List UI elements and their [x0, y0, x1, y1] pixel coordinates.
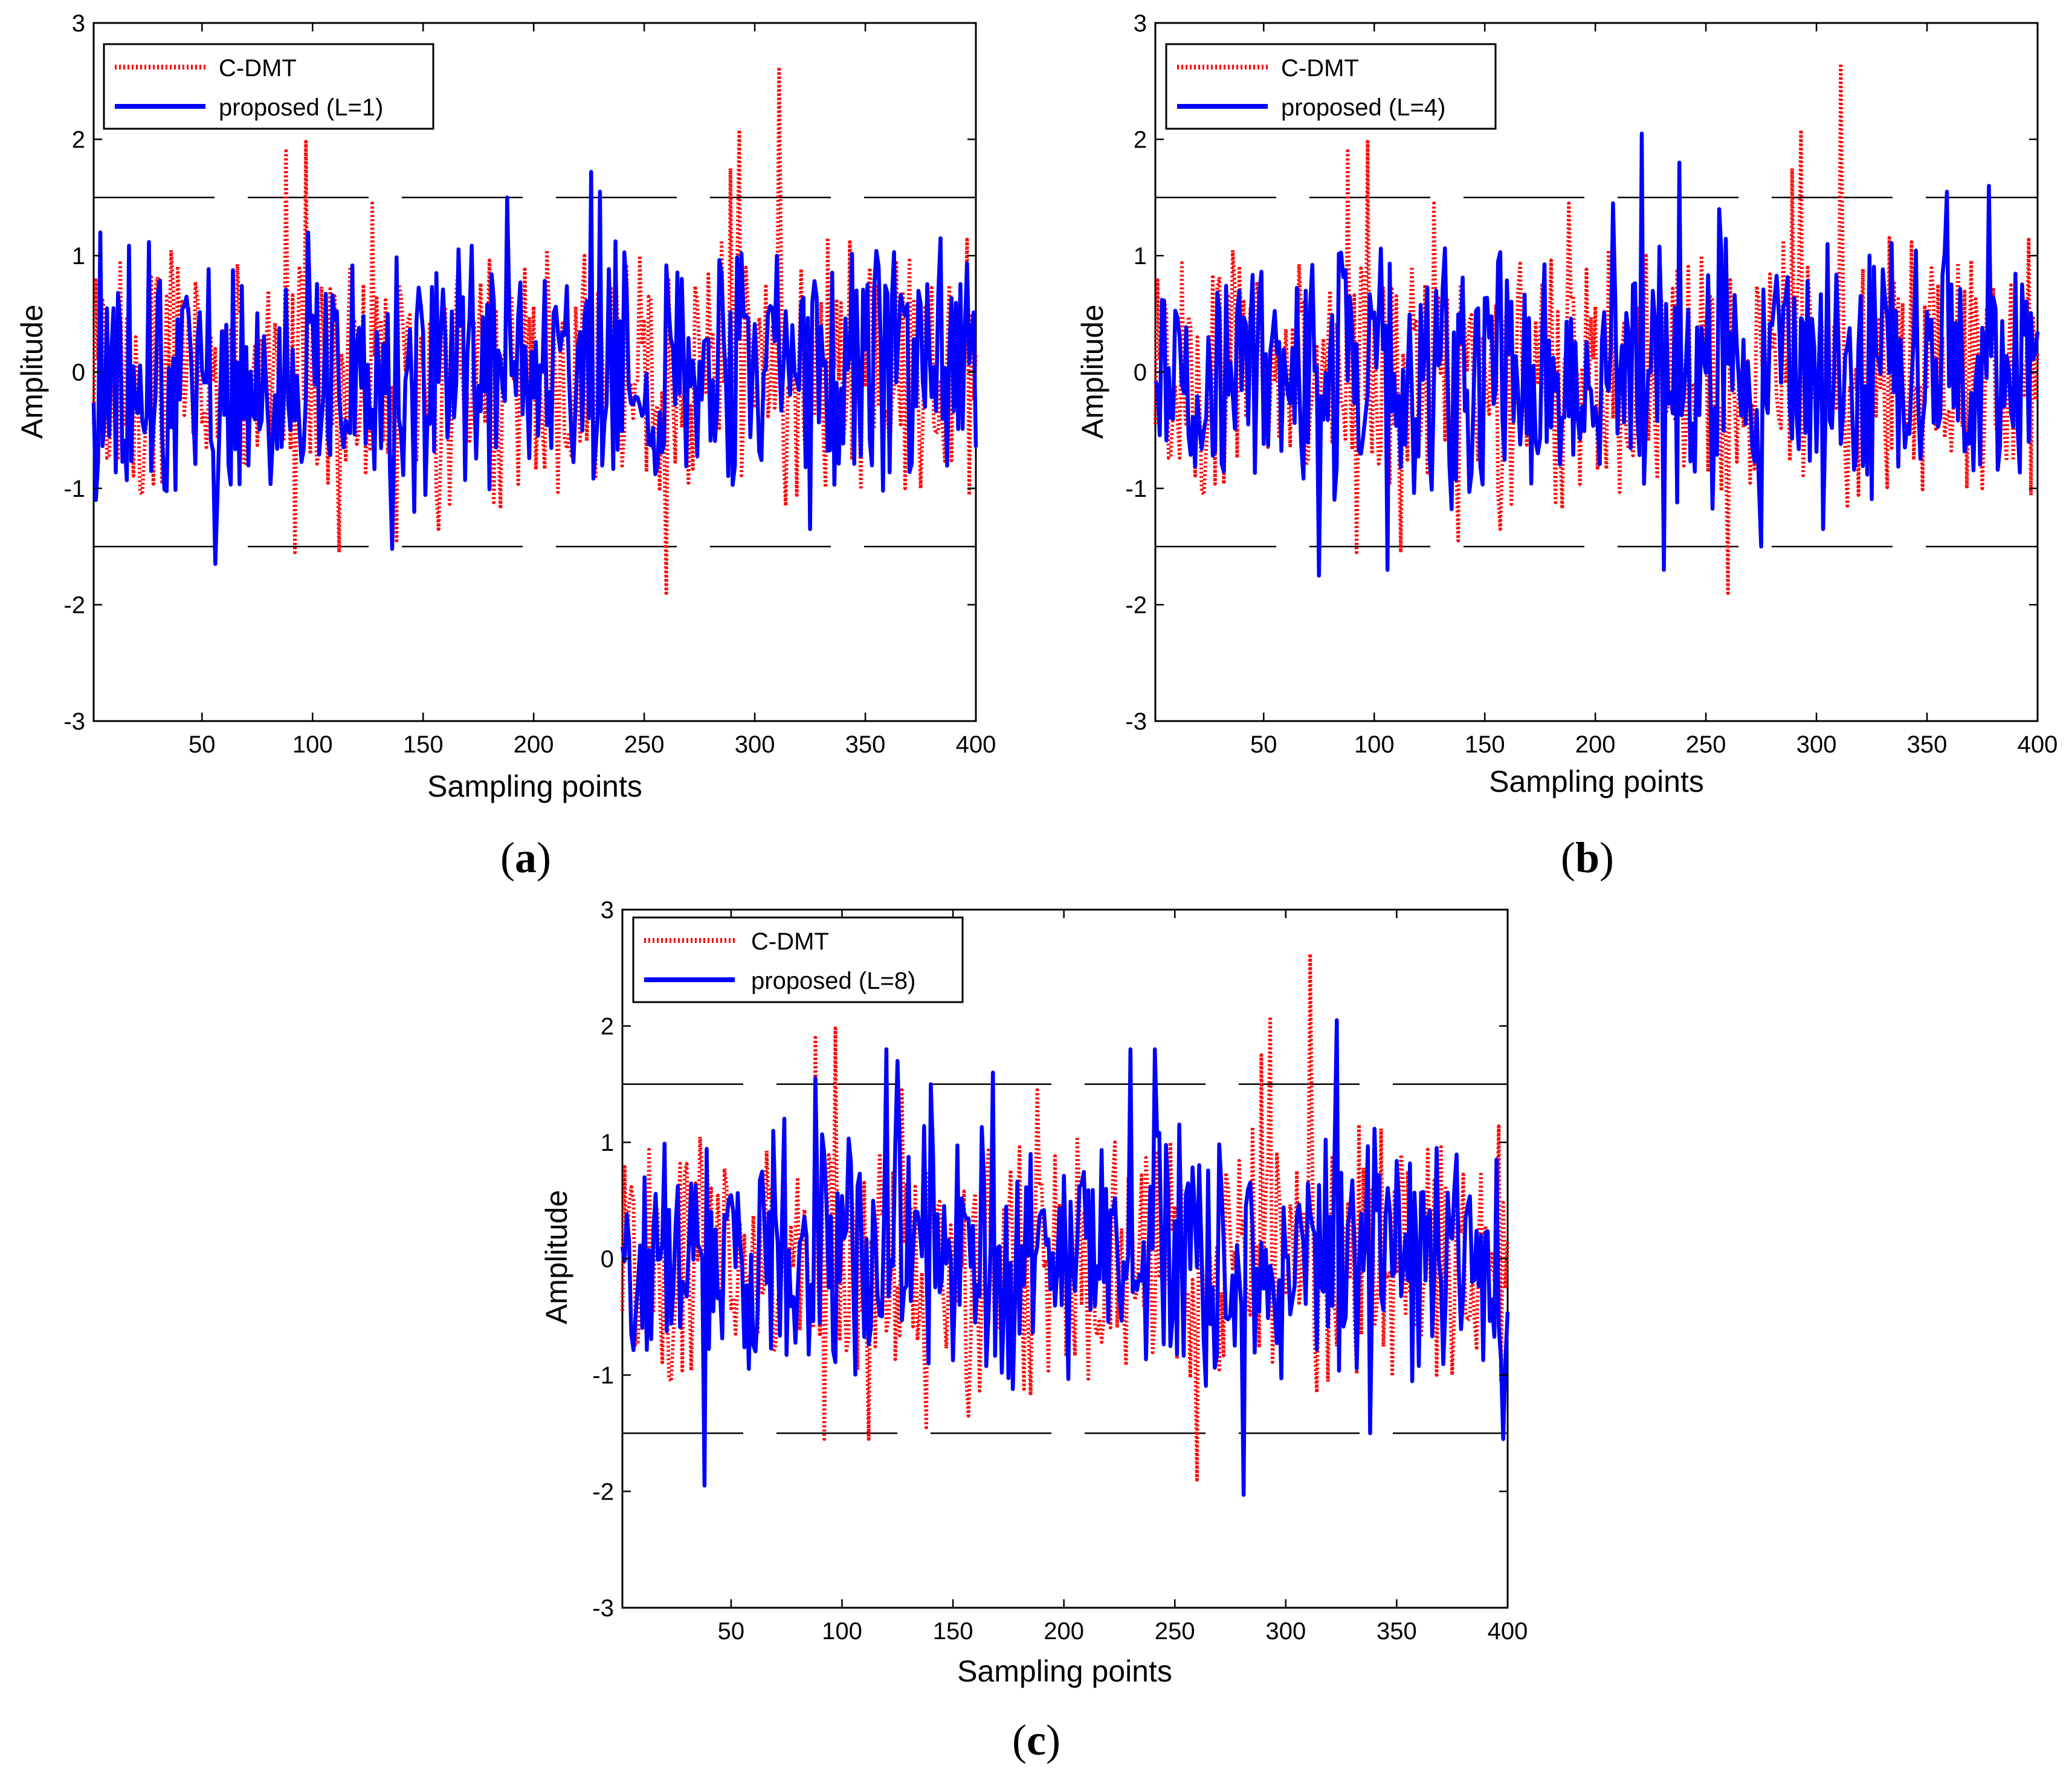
y-axis-label: Amplitude — [15, 305, 49, 439]
y-axis-label: Amplitude — [1076, 305, 1109, 439]
y-tick-label: -3 — [1125, 708, 1147, 735]
x-tick-label: 350 — [845, 731, 886, 758]
legend: C-DMT proposed (L=8) — [632, 916, 964, 1003]
x-tick-label: 50 — [189, 731, 216, 758]
panel-caption: (b) — [1561, 833, 1614, 882]
legend-label-proposed: proposed (L=4) — [1281, 94, 1445, 121]
legend-label-proposed: proposed (L=1) — [219, 94, 383, 121]
x-axis-label: Sampling points — [1489, 765, 1704, 798]
y-tick-label: 2 — [72, 127, 85, 154]
x-tick-label: 300 — [735, 731, 775, 758]
y-tick-label: 3 — [72, 10, 85, 37]
x-tick-label: 100 — [822, 1618, 862, 1645]
x-tick-label: 100 — [292, 731, 333, 758]
x-tick-label: 300 — [1796, 731, 1837, 758]
x-tick-label: 350 — [1376, 1618, 1417, 1645]
legend-label-cdmt: C-DMT — [751, 928, 829, 955]
x-tick-label: 150 — [403, 731, 444, 758]
y-tick-label: 0 — [1134, 360, 1147, 386]
x-tick-label: 50 — [718, 1618, 745, 1645]
legend-label-proposed: proposed (L=8) — [751, 968, 915, 994]
y-tick-label: -2 — [1125, 592, 1147, 619]
legend-box — [103, 43, 434, 130]
panel-a: 50 100 150 200 250 300 350 400 -3 -2 -1 0 1 2 3 C-DMT … — [15, 10, 996, 882]
y-tick-label: -3 — [63, 708, 85, 735]
x-tick-label: 350 — [1907, 731, 1948, 758]
x-tick-label: 150 — [1465, 731, 1505, 758]
x-tick-label: 400 — [2018, 731, 2058, 758]
x-tick-label: 300 — [1265, 1618, 1306, 1645]
x-tick-label: 400 — [956, 731, 996, 758]
legend-label-cdmt: C-DMT — [219, 55, 297, 82]
y-tick-label: 1 — [601, 1130, 614, 1156]
legend: C-DMT proposed (L=4) — [1165, 43, 1497, 130]
y-tick-label: 0 — [601, 1246, 614, 1273]
y-tick-label: 3 — [1134, 10, 1147, 37]
y-axis-label: Amplitude — [540, 1190, 573, 1324]
series-line-proposed — [620, 1018, 1510, 1497]
panel-caption: (a) — [500, 833, 551, 882]
y-tick-label: -1 — [1125, 476, 1147, 502]
x-tick-label: 250 — [1155, 1618, 1195, 1645]
x-tick-label: 200 — [1575, 731, 1616, 758]
panel-caption: (c) — [1012, 1716, 1060, 1764]
x-tick-label: 200 — [1044, 1618, 1084, 1645]
legend: C-DMT proposed (L=1) — [103, 43, 434, 130]
y-tick-label: 0 — [72, 360, 85, 386]
x-tick-label: 250 — [1686, 731, 1726, 758]
x-tick-label: 50 — [1250, 731, 1277, 758]
y-tick-label: 2 — [601, 1014, 614, 1040]
legend-box — [1165, 43, 1497, 130]
x-axis-label: Sampling points — [427, 769, 642, 803]
x-tick-label: 150 — [933, 1618, 973, 1645]
series-line-proposed — [91, 170, 978, 566]
x-tick-label: 200 — [514, 731, 554, 758]
legend-label-cdmt: C-DMT — [1281, 55, 1359, 82]
y-tick-label: 2 — [1134, 127, 1147, 154]
y-tick-label: 3 — [601, 897, 614, 924]
x-tick-label: 100 — [1354, 731, 1395, 758]
y-tick-label: -3 — [592, 1595, 614, 1622]
panel-b: 50 100 150 200 250 300 350 400 -3 -2 -1 0 1 2 3 C-DMT … — [1076, 10, 2057, 882]
y-tick-label: -2 — [592, 1479, 614, 1506]
series-line-proposed — [1154, 131, 2040, 578]
x-tick-label: 400 — [1488, 1618, 1528, 1645]
y-tick-label: -2 — [63, 592, 85, 619]
y-tick-label: -1 — [592, 1362, 614, 1389]
panel-c: 50 100 150 200 250 300 350 400 -3 -2 -1 0 1 2 3 C-DMT … — [540, 897, 1528, 1764]
y-tick-label: 1 — [1134, 243, 1147, 270]
y-tick-label: 1 — [72, 243, 85, 270]
legend-box — [632, 916, 964, 1003]
x-axis-label: Sampling points — [957, 1654, 1172, 1688]
x-tick-label: 250 — [624, 731, 665, 758]
y-tick-label: -1 — [63, 476, 85, 502]
